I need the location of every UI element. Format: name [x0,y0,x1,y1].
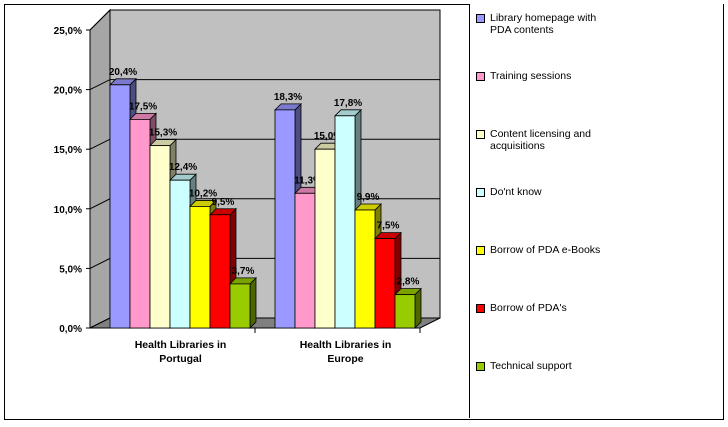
bar [314,148,336,329]
data-label: 10,2% [189,188,217,199]
legend-label: Do'nt know [490,186,542,198]
legend-swatch [476,362,485,371]
bar [209,214,231,329]
data-label: 11,3% [294,175,322,186]
x-tick-label: Portugal [159,353,202,365]
plot-side-wall [89,8,111,329]
bar [374,238,396,329]
legend-label: Technical support [490,360,572,372]
legend-label: Training sessions [490,70,572,82]
bar [189,206,211,329]
chart-legend: Library homepage with PDA contents Trainin… [469,4,723,418]
data-label: 9,9% [357,192,380,203]
x-tick-label: Health Libraries in [300,339,392,351]
legend-swatch [476,188,485,197]
bar [354,209,376,329]
bar [129,119,151,329]
bar [294,192,316,329]
data-label: 7,5% [377,221,400,232]
data-label: 2,8% [397,277,420,288]
bar [394,294,416,329]
data-label: 3,7% [232,266,255,277]
y-tick-label: 5,0% [59,264,82,275]
data-label: 9,5% [212,197,235,208]
legend-label: Library homepage with PDA contents [490,12,597,36]
bar [229,283,251,329]
y-tick-label: 20,0% [54,86,82,97]
data-label: 15,0% [314,131,342,142]
x-tick-label: Europe [327,353,363,365]
legend-swatch [476,14,485,23]
bar [169,179,191,329]
legend-label: Borrow of PDA's [490,302,567,314]
y-tick-label: 0,0% [59,324,82,335]
data-label: 17,5% [129,101,157,112]
legend-label: Content licensing and acquisitions [490,128,591,152]
data-label: 15,3% [149,128,177,139]
data-label: 17,8% [334,98,362,109]
legend-swatch [476,304,485,313]
legend-swatch [476,72,485,81]
legend-label: Borrow of PDA e-Books [490,244,601,256]
y-tick-label: 15,0% [54,145,82,156]
bar [334,115,356,329]
x-tick-label: Health Libraries in [135,339,227,351]
bar [274,109,296,329]
gridline [89,9,440,31]
data-label: 20,4% [109,67,137,78]
y-tick-label: 25,0% [54,26,82,37]
gridline [89,79,440,91]
legend-swatch [476,246,485,255]
y-tick-label: 10,0% [54,205,82,216]
legend-swatch [476,130,485,139]
data-label: 12,4% [169,162,197,173]
bar-side [249,276,257,329]
bar [149,145,171,329]
bar-side [414,287,422,329]
data-label: 18,3% [274,92,302,103]
bar [109,84,131,329]
